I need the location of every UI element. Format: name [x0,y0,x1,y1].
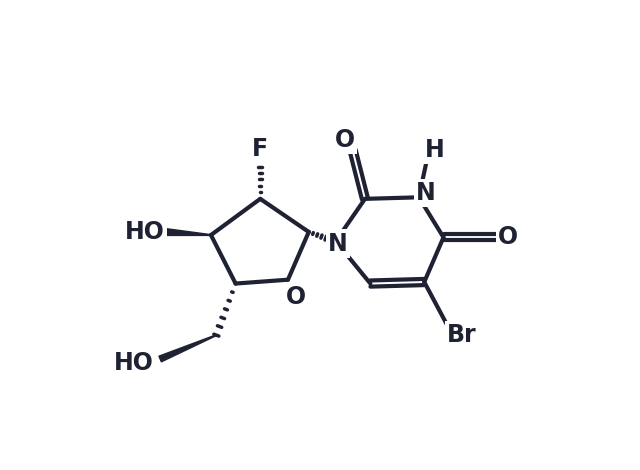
Text: H: H [424,138,444,162]
Text: HO: HO [114,351,154,375]
Polygon shape [164,228,211,235]
Text: F: F [252,137,268,161]
Text: N: N [328,232,348,256]
Text: O: O [285,285,306,309]
Text: Br: Br [447,323,477,347]
Text: HO: HO [125,220,164,244]
Polygon shape [159,335,216,362]
Text: N: N [416,180,436,205]
Text: O: O [335,127,355,151]
Text: O: O [498,225,518,250]
